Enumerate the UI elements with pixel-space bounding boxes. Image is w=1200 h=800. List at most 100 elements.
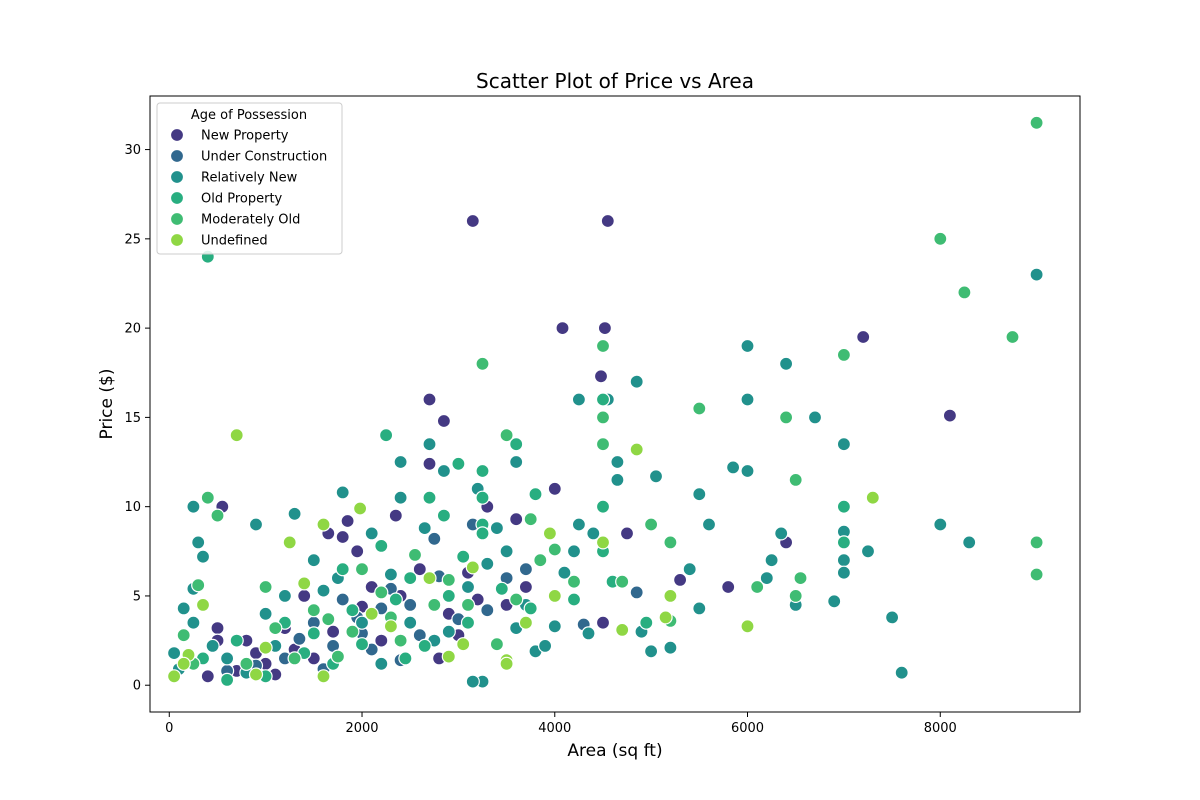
data-point xyxy=(287,506,302,521)
data-point xyxy=(441,572,456,588)
data-point xyxy=(663,535,678,550)
data-point xyxy=(441,588,456,604)
data-point xyxy=(639,615,654,630)
data-point xyxy=(518,579,534,595)
data-point xyxy=(571,517,587,532)
data-point xyxy=(499,544,514,559)
data-point xyxy=(441,649,456,664)
data-point xyxy=(345,624,360,639)
data-point xyxy=(436,508,451,523)
data-point xyxy=(619,526,635,541)
data-point xyxy=(518,615,534,630)
data-point xyxy=(759,570,774,586)
data-point xyxy=(865,490,880,505)
data-point xyxy=(860,544,876,559)
data-point xyxy=(658,610,673,625)
series-old-property xyxy=(195,249,852,688)
data-point xyxy=(354,562,370,577)
legend: Age of Possession New Property Under Cons… xyxy=(156,102,343,255)
data-point xyxy=(586,526,601,541)
data-point xyxy=(456,637,471,652)
data-point xyxy=(436,463,451,479)
data-point xyxy=(248,667,264,682)
data-point xyxy=(593,369,609,384)
data-point xyxy=(316,583,331,598)
data-point xyxy=(721,579,736,595)
data-point xyxy=(277,588,292,604)
data-point xyxy=(460,615,476,630)
data-point xyxy=(643,644,659,659)
data-point xyxy=(740,619,755,634)
legend-label: Old Property xyxy=(201,192,283,207)
data-point xyxy=(793,570,808,586)
data-point xyxy=(597,321,613,336)
data-point xyxy=(465,560,480,575)
data-point xyxy=(629,374,644,389)
data-point xyxy=(836,553,852,568)
legend-label: Relatively New xyxy=(201,171,298,186)
data-point xyxy=(566,544,582,559)
data-point xyxy=(807,410,823,425)
data-point xyxy=(292,631,307,646)
y-tick-label: 15 xyxy=(124,411,141,426)
data-point xyxy=(509,454,524,470)
data-point xyxy=(894,665,909,680)
legend-marker xyxy=(169,127,185,143)
legend-label: Moderately Old xyxy=(201,213,300,228)
data-point xyxy=(547,588,562,604)
data-point xyxy=(610,454,625,470)
y-tick-label: 10 xyxy=(124,500,141,515)
data-point xyxy=(282,535,297,550)
data-point xyxy=(547,542,562,557)
data-point xyxy=(229,428,244,443)
data-point xyxy=(933,517,948,532)
data-point xyxy=(374,633,389,648)
data-point xyxy=(441,624,456,639)
data-point xyxy=(403,570,418,586)
data-point xyxy=(407,547,423,563)
legend-label: New Property xyxy=(201,129,289,144)
data-point xyxy=(557,565,572,580)
data-point xyxy=(460,597,476,613)
data-point xyxy=(422,392,437,407)
data-point xyxy=(475,463,490,479)
data-point xyxy=(403,597,418,613)
data-point xyxy=(692,487,707,502)
data-point xyxy=(465,213,480,229)
data-point xyxy=(942,408,958,423)
data-point xyxy=(600,213,615,229)
data-point xyxy=(393,454,408,470)
data-point xyxy=(306,603,321,618)
data-point xyxy=(778,356,794,371)
data-point xyxy=(186,615,201,630)
data-point xyxy=(379,428,394,443)
data-point xyxy=(335,562,350,577)
data-point xyxy=(643,517,659,532)
data-point xyxy=(692,601,707,616)
x-axis: 0 2000 4000 6000 8000 xyxy=(165,712,957,736)
data-point xyxy=(268,620,283,636)
y-tick-label: 20 xyxy=(124,322,141,337)
data-point xyxy=(740,338,755,354)
legend-items: New Property Under Construction Relatively… xyxy=(169,127,327,249)
data-point xyxy=(210,620,225,636)
data-point xyxy=(335,485,350,500)
data-point xyxy=(258,606,273,621)
data-point xyxy=(518,562,534,577)
data-point xyxy=(692,401,707,416)
data-point xyxy=(836,437,852,452)
data-point xyxy=(297,576,312,591)
data-point xyxy=(610,472,625,487)
data-point xyxy=(884,610,900,625)
x-axis-label: Area (sq ft) xyxy=(567,741,662,761)
data-point xyxy=(856,329,871,345)
data-point xyxy=(1029,567,1044,582)
data-point xyxy=(316,517,331,532)
data-point xyxy=(547,619,562,634)
legend-marker xyxy=(169,232,185,248)
data-point xyxy=(571,392,587,407)
data-point xyxy=(383,567,398,582)
data-point xyxy=(672,572,688,588)
data-point xyxy=(933,231,948,246)
data-point xyxy=(374,656,389,671)
